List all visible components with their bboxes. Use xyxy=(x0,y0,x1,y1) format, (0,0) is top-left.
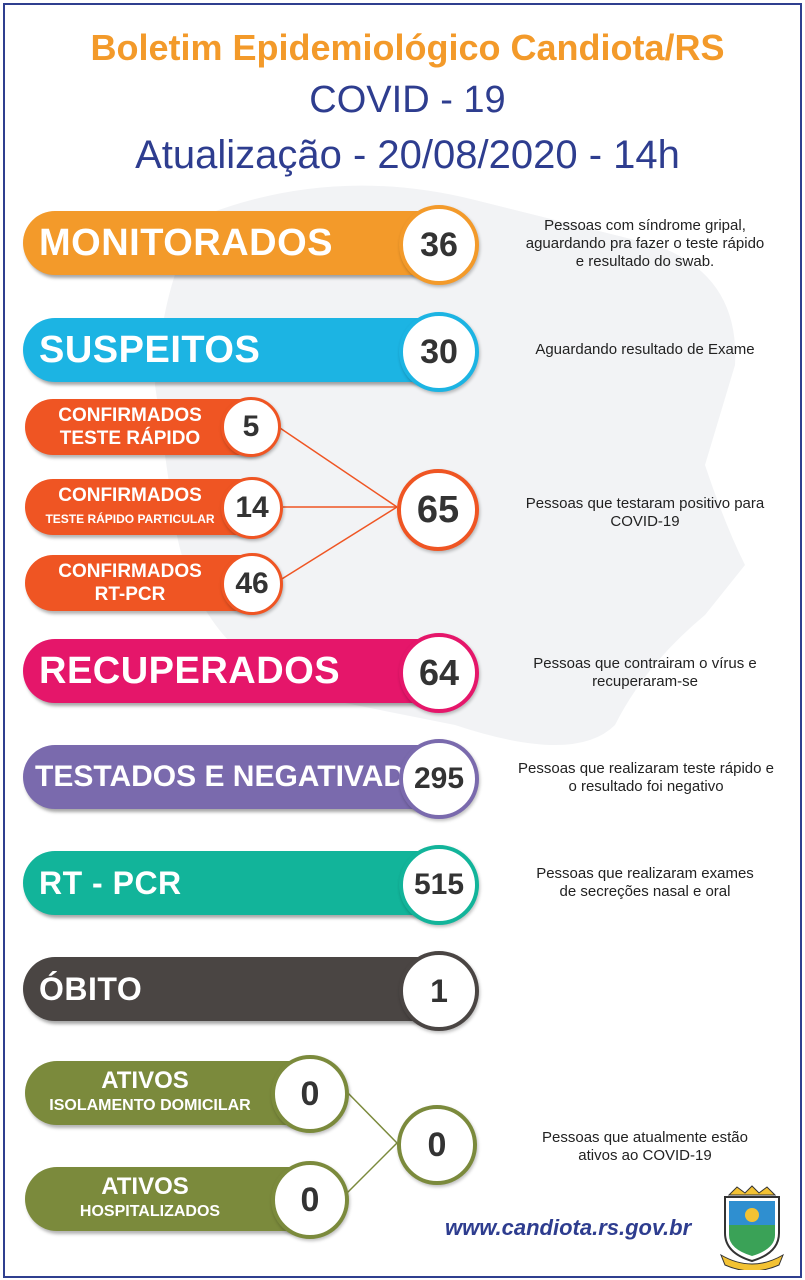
suspeitos-description: Aguardando resultado de Exame xyxy=(535,341,755,358)
recuperados-count: 64 xyxy=(399,633,479,713)
testados-count: 295 xyxy=(399,739,479,819)
update-date: Atualização - 20/08/2020 - 14h xyxy=(135,133,680,177)
connector-lines xyxy=(276,425,398,1196)
confirmados-rtpcr-line1: CONFIRMADOS xyxy=(58,561,202,582)
recuperados-bar: RECUPERADOS xyxy=(23,639,463,703)
ativos-hospital-line2: HOSPITALIZADOS xyxy=(79,1203,221,1220)
suspeitos-count: 30 xyxy=(399,312,479,392)
confirmados-teste-rapido-count: 5 xyxy=(221,397,281,457)
recuperados-description: Pessoas que contrairam o vírus e recuper… xyxy=(533,655,757,690)
confirmados-rtpcr-count: 46 xyxy=(221,553,283,615)
testados-description: Pessoas que realizaram teste rápido e o … xyxy=(518,760,774,795)
suspeitos-label: SUSPEITOS xyxy=(39,329,261,371)
suspeitos-bar: SUSPEITOS xyxy=(23,318,463,382)
bulletin-frame: Boletim Epidemiológico Candiota/RS COVID… xyxy=(3,3,802,1278)
monitorados-bar: MONITORADOS xyxy=(23,211,463,275)
confirmados-particular-line1: CONFIRMADOS xyxy=(58,485,202,506)
testados-bar: TESTADOS E NEGATIVADOS xyxy=(23,745,463,809)
obito-label: ÓBITO xyxy=(39,971,143,1007)
confirmados-particular-count: 14 xyxy=(221,477,283,539)
ativos-hospital-count: 0 xyxy=(271,1161,349,1239)
ativos-domicilio-line2: ISOLAMENTO DOMICILAR xyxy=(49,1097,251,1114)
ativos-domicilio-line1: ATIVOS xyxy=(101,1067,189,1094)
recuperados-label: RECUPERADOS xyxy=(39,650,341,692)
rtpcr-count: 515 xyxy=(399,845,479,925)
monitorados-description: Pessoas com síndrome gripal, aguardando … xyxy=(525,217,765,270)
ativos-description: Pessoas que atualmente estão ativos ao C… xyxy=(542,1129,748,1164)
disease-subtitle: COVID - 19 xyxy=(309,79,506,121)
obito-bar: ÓBITO xyxy=(23,957,463,1021)
confirmados-teste-rapido-line1: CONFIRMADOS xyxy=(58,405,202,426)
confirmados-rtpcr-line2: RT-PCR xyxy=(94,584,166,605)
municipal-coat-of-arms-icon xyxy=(719,1185,785,1270)
ativos-total-count: 0 xyxy=(397,1105,477,1185)
rtpcr-bar: RT - PCR xyxy=(23,851,463,915)
rtpcr-description: Pessoas que realizaram exames de secreçõ… xyxy=(536,865,754,900)
obito-count: 1 xyxy=(399,951,479,1031)
confirmados-total-count: 65 xyxy=(397,469,479,551)
confirmados-teste-rapido-line2: TESTE RÁPIDO xyxy=(59,428,201,449)
confirmados-description: Pessoas que testaram positivo para COVID… xyxy=(525,495,765,530)
rtpcr-label: RT - PCR xyxy=(39,865,182,901)
ativos-domicilio-count: 0 xyxy=(271,1055,349,1133)
bulletin-title: Boletim Epidemiológico Candiota/RS xyxy=(90,27,725,68)
testados-label: TESTADOS E NEGATIVADOS xyxy=(35,760,449,793)
ativos-hospital-line1: ATIVOS xyxy=(101,1173,189,1200)
monitorados-count: 36 xyxy=(399,205,479,285)
website-link[interactable]: www.candiota.rs.gov.br xyxy=(445,1215,692,1240)
confirmados-particular-line2: TESTE RÁPIDO PARTICULAR xyxy=(45,512,215,526)
monitorados-label: MONITORADOS xyxy=(39,222,334,264)
